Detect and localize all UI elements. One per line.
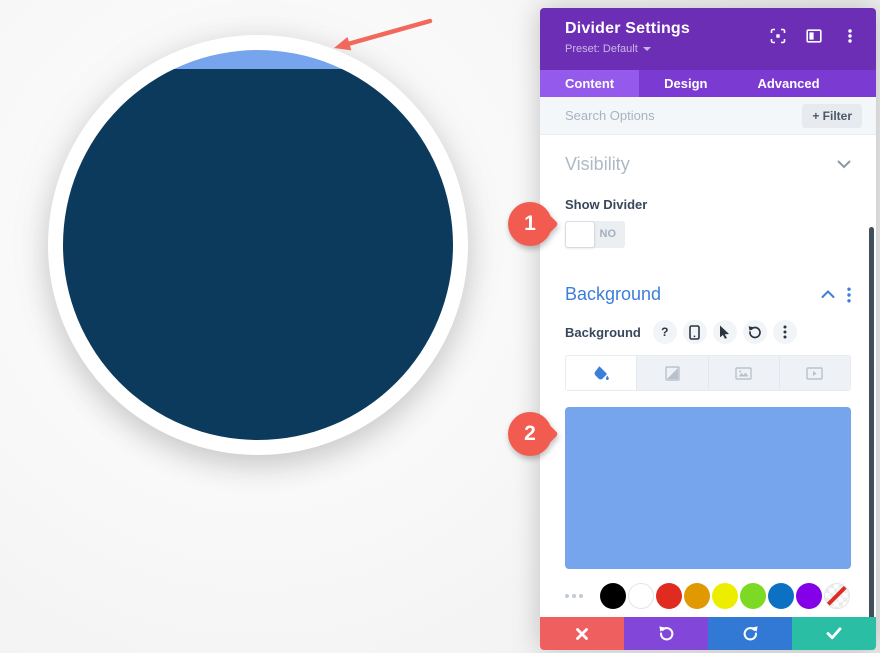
annotation-pin-2: 2 — [508, 412, 578, 458]
circle-page-frame — [48, 35, 468, 455]
video-icon — [806, 366, 824, 380]
redo-icon — [743, 626, 758, 641]
modal-tab-bar: Content Design Advanced — [540, 70, 876, 97]
background-field-label: Background — [565, 324, 641, 340]
divider-background-sliver — [63, 50, 453, 69]
caret-down-icon — [642, 47, 651, 51]
divider-settings-modal: Divider Settings Preset: Default — [540, 8, 876, 650]
help-icon[interactable]: ? — [652, 320, 677, 344]
expand-modal-icon[interactable] — [770, 28, 786, 44]
tab-label: Content — [565, 76, 615, 91]
bg-color-tab[interactable] — [566, 356, 638, 390]
bg-video-tab[interactable] — [779, 356, 850, 390]
field-options-icon[interactable] — [772, 320, 797, 344]
palette-swatch-white[interactable] — [628, 583, 654, 609]
modal-header: Divider Settings Preset: Default — [540, 8, 876, 70]
palette-swatch-blue[interactable] — [768, 583, 794, 609]
tab-content[interactable]: Content — [540, 70, 640, 97]
background-type-tabs — [565, 355, 851, 391]
color-palette — [565, 583, 851, 609]
pin-number: 1 — [524, 212, 536, 235]
more-options-icon[interactable] — [842, 28, 858, 44]
palette-swatch-green[interactable] — [740, 583, 766, 609]
background-section-header[interactable]: Background — [565, 284, 851, 305]
circle-page-preview — [63, 50, 453, 440]
section-options-icon[interactable] — [847, 287, 851, 303]
search-options-bar: + Filter — [540, 97, 876, 135]
background-section-title: Background — [565, 284, 662, 304]
preset-selector[interactable]: Preset: Default — [565, 43, 690, 55]
filter-button[interactable]: + Filter — [802, 103, 862, 128]
section-background — [63, 69, 453, 440]
save-button[interactable] — [792, 617, 876, 650]
discard-button[interactable] — [540, 617, 624, 650]
hover-cursor-icon[interactable] — [712, 320, 737, 344]
responsive-icon[interactable] — [682, 320, 707, 344]
modal-footer — [540, 617, 876, 650]
annotation-pin-1: 1 — [508, 202, 578, 248]
show-divider-label: Show Divider — [565, 197, 648, 212]
split-view-icon[interactable] — [806, 28, 822, 44]
modal-body: Visibility Show Divider NO Background — [540, 135, 876, 617]
tab-advanced[interactable]: Advanced — [732, 70, 844, 97]
show-divider-toggle[interactable]: NO — [565, 221, 625, 248]
scrollbar-thumb[interactable] — [869, 227, 874, 617]
close-icon — [576, 627, 588, 640]
no-color-swatch[interactable] — [824, 583, 850, 609]
bg-gradient-tab[interactable] — [637, 356, 709, 390]
palette-swatch-purple[interactable] — [796, 583, 822, 609]
undo-icon — [658, 626, 673, 641]
check-icon — [826, 627, 842, 640]
pin-circle: 2 — [508, 412, 552, 456]
tab-label: Design — [664, 76, 708, 91]
more-colors-button[interactable] — [565, 594, 583, 598]
preset-label: Preset: Default — [565, 43, 638, 55]
redo-button[interactable] — [708, 617, 792, 650]
search-options-input[interactable] — [565, 108, 793, 123]
selected-color-preview[interactable] — [565, 407, 851, 569]
palette-swatch-orange[interactable] — [684, 583, 710, 609]
palette-swatch-red[interactable] — [656, 583, 682, 609]
chevron-up-icon[interactable] — [821, 290, 835, 299]
toggle-value: NO — [599, 228, 617, 240]
pin-circle: 1 — [508, 202, 552, 246]
image-icon — [735, 366, 752, 380]
palette-swatch-yellow[interactable] — [712, 583, 738, 609]
visibility-section-header[interactable]: Visibility — [565, 154, 851, 175]
reset-icon[interactable] — [742, 320, 767, 344]
bg-image-tab[interactable] — [708, 356, 780, 390]
visibility-section-title: Visibility — [565, 154, 630, 174]
toggle-knob[interactable] — [565, 221, 595, 248]
chevron-down-icon[interactable] — [837, 160, 851, 169]
pin-number: 2 — [524, 422, 536, 445]
tab-label: Advanced — [757, 76, 820, 91]
gradient-icon — [665, 365, 680, 381]
modal-title: Divider Settings — [565, 20, 691, 37]
paint-bucket-icon — [594, 365, 609, 380]
annotation-arrow — [334, 18, 433, 51]
undo-button[interactable] — [624, 617, 708, 650]
palette-swatch-black[interactable] — [600, 583, 626, 609]
tab-design[interactable]: Design — [639, 70, 732, 97]
